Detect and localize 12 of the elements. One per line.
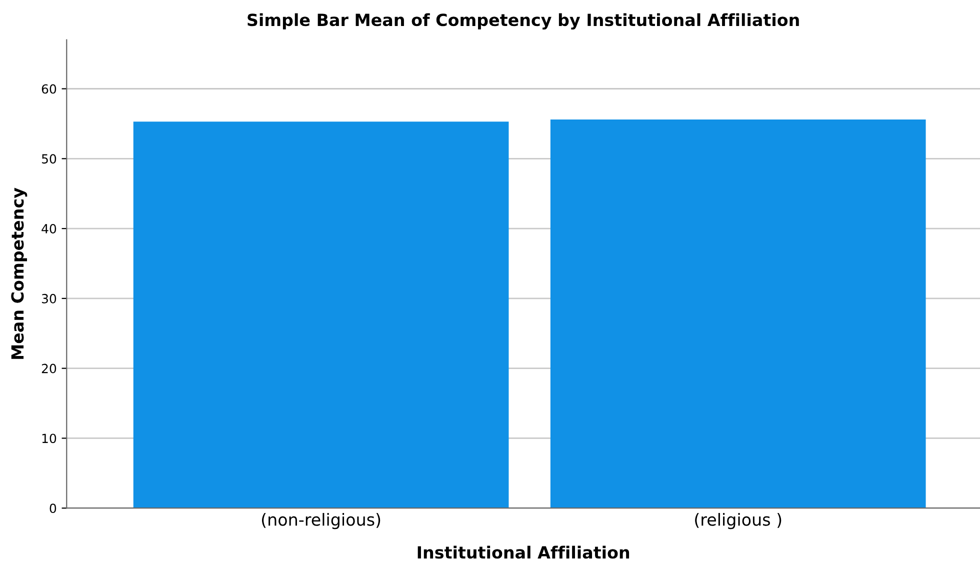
y-tick-label: 20 [42, 364, 56, 374]
y-tick-label: 0 [50, 504, 56, 514]
y-axis-title: Mean Competency [11, 188, 28, 359]
y-tick-label: 30 [42, 294, 56, 304]
x-tick-label: (non-religious) [262, 512, 380, 530]
y-tick-label: 40 [42, 224, 56, 234]
chart-title: Simple Bar Mean of Competency by Institutional Affiliation [248, 13, 799, 30]
x-tick-label: (religious ) [695, 512, 782, 530]
y-tick-label: 10 [42, 434, 56, 444]
y-tick-label: 60 [42, 84, 56, 94]
y-tick-label: 50 [42, 154, 56, 164]
x-axis-title: Institutional Affiliation [418, 546, 630, 559]
